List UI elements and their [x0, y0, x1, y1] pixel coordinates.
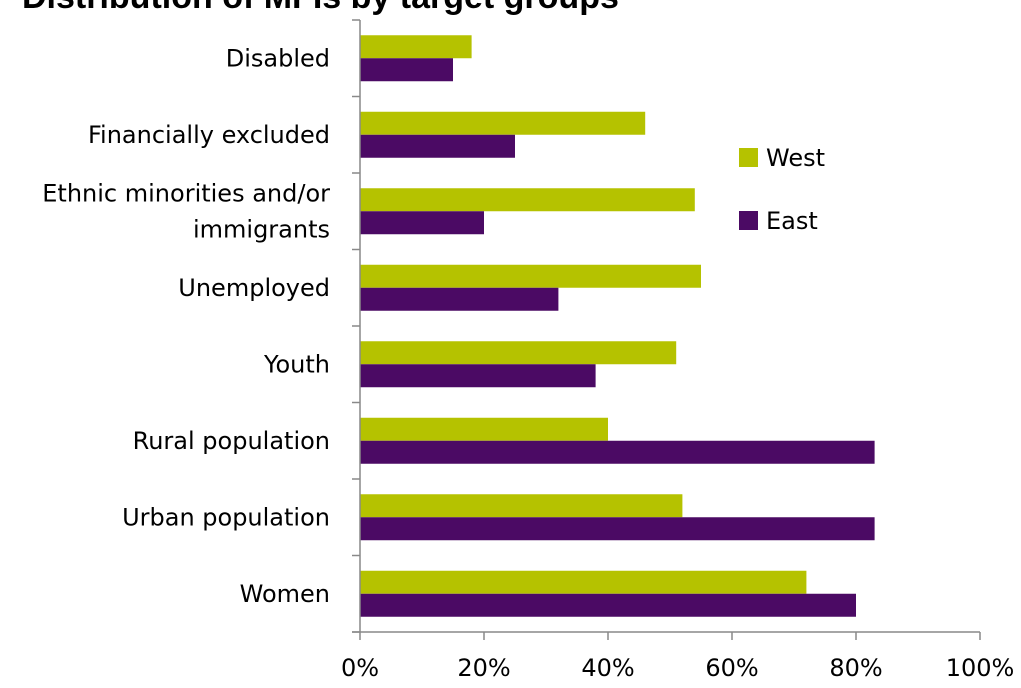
bar-west-5 [360, 417, 608, 441]
category-label: Ethnic minorities and/or immigrants [42, 179, 330, 243]
category-label: Youth [263, 350, 330, 378]
x-tick-label: 80% [829, 654, 882, 682]
bar-west-1 [360, 111, 646, 135]
legend: West East [739, 144, 825, 235]
axes-layer [352, 19, 981, 640]
bar-west-7 [360, 570, 807, 594]
bar-west-0 [360, 35, 472, 59]
legend-swatch-east [739, 211, 758, 230]
bar-west-2 [360, 188, 695, 212]
bar-east-1 [360, 134, 515, 158]
x-tick-label: 60% [705, 654, 758, 682]
legend-label-east: East [766, 207, 818, 235]
category-label: Urban population [122, 503, 330, 531]
bar-east-0 [360, 58, 453, 82]
labels-layer: Disabled Financially excluded Ethnic minor… [42, 44, 1014, 682]
legend-swatch-west [739, 148, 758, 167]
x-tick-label: 40% [581, 654, 634, 682]
bar-east-7 [360, 593, 856, 617]
bar-east-6 [360, 517, 875, 541]
bars-layer [360, 35, 875, 617]
bar-east-3 [360, 287, 559, 311]
category-label: Disabled [226, 44, 330, 72]
bar-east-4 [360, 364, 596, 388]
category-label: Rural population [133, 427, 330, 455]
chart-title: Distribution of MFIs by target groups [22, 0, 619, 17]
x-tick-label: 100% [946, 654, 1015, 682]
legend-label-west: West [766, 144, 825, 172]
category-label: Financially excluded [88, 121, 330, 149]
bar-west-3 [360, 264, 701, 288]
bar-east-5 [360, 440, 875, 464]
category-label: Unemployed [178, 274, 330, 302]
x-tick-label: 20% [457, 654, 510, 682]
bar-west-6 [360, 494, 683, 518]
bar-east-2 [360, 211, 484, 235]
bar-west-4 [360, 341, 677, 365]
category-label: Women [240, 580, 330, 608]
x-tick-label: 0% [341, 654, 379, 682]
